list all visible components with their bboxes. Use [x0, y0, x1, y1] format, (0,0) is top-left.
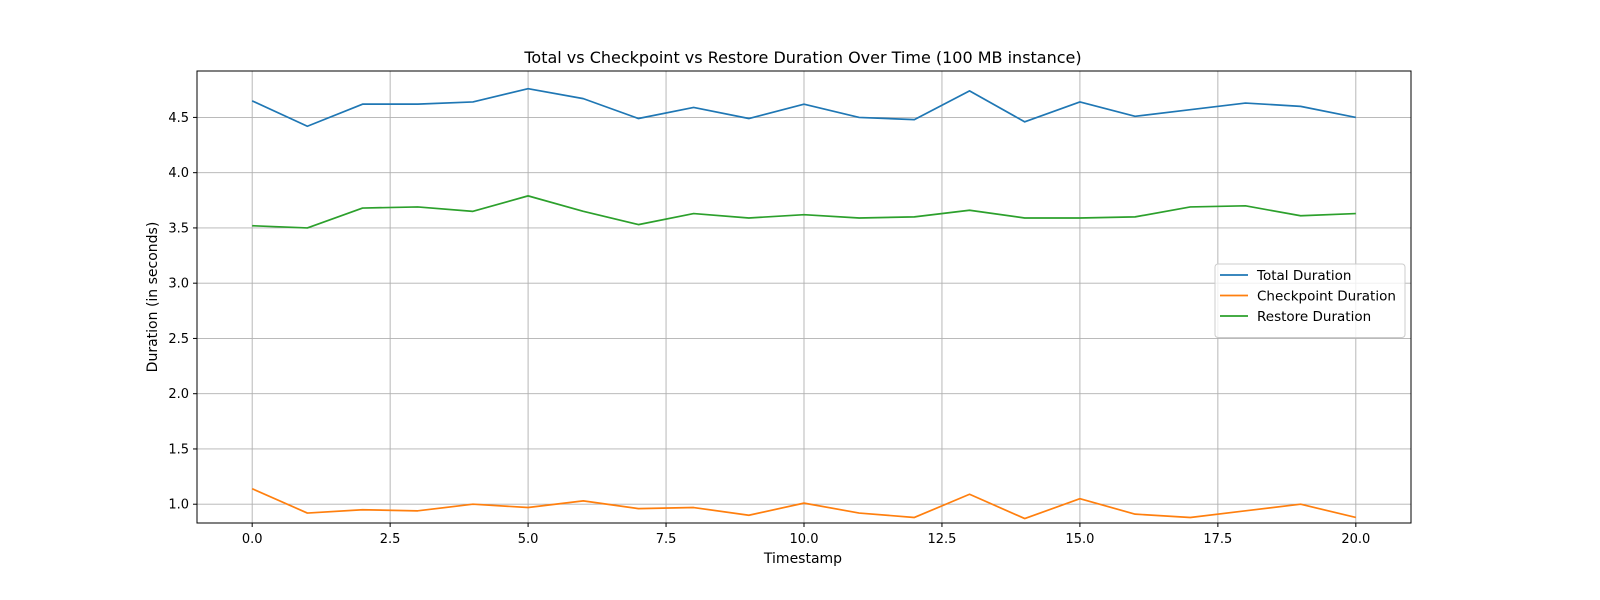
y-tick-label: 1.5 [168, 442, 189, 457]
series-line-restore-duration [252, 195, 1356, 229]
legend-label: Checkpoint Duration [1257, 289, 1396, 305]
grid [197, 71, 1411, 523]
series-line-total-duration [251, 87, 1356, 128]
y-axis: 1.0 1.5 2.0 2.5 3.0 3.5 4.0 4.5 [168, 111, 197, 513]
legend-label: Total Duration [1256, 268, 1351, 284]
chart-title: Total vs Checkpoint vs Restore Duration … [523, 48, 1081, 67]
x-axis-title: Timestamp [763, 551, 842, 567]
x-tick-label: 7.5 [656, 532, 677, 547]
x-tick-label: 20.0 [1341, 532, 1370, 547]
y-tick-label: 1.0 [168, 498, 189, 513]
legend-label: Restore Duration [1257, 309, 1371, 325]
y-tick-label: 2.5 [168, 332, 189, 347]
y-tick-label: 3.5 [168, 221, 189, 236]
series-lines [251, 87, 1357, 520]
y-tick-label: 4.0 [168, 166, 189, 181]
x-tick-label: 0.0 [242, 532, 263, 547]
x-tick-label: 15.0 [1065, 532, 1094, 547]
x-tick-label: 10.0 [790, 532, 819, 547]
legend-box [1214, 263, 1406, 338]
series-line-checkpoint-duration [251, 487, 1357, 520]
y-tick-label: 3.0 [168, 277, 189, 292]
x-tick-label: 12.5 [927, 532, 956, 547]
x-axis: 0.0 2.5 5.0 7.5 10.0 12.5 15.0 17.5 20.0 [242, 523, 1370, 547]
x-tick-label: 17.5 [1203, 532, 1232, 547]
y-tick-label: 2.0 [168, 387, 189, 402]
x-tick-label: 2.5 [380, 532, 401, 547]
legend: Total Duration Checkpoint Duration Restore… [1214, 263, 1406, 338]
y-axis-title: Duration (in seconds) [145, 222, 161, 373]
x-tick-label: 5.0 [518, 532, 539, 547]
y-tick-label: 4.5 [168, 111, 189, 126]
